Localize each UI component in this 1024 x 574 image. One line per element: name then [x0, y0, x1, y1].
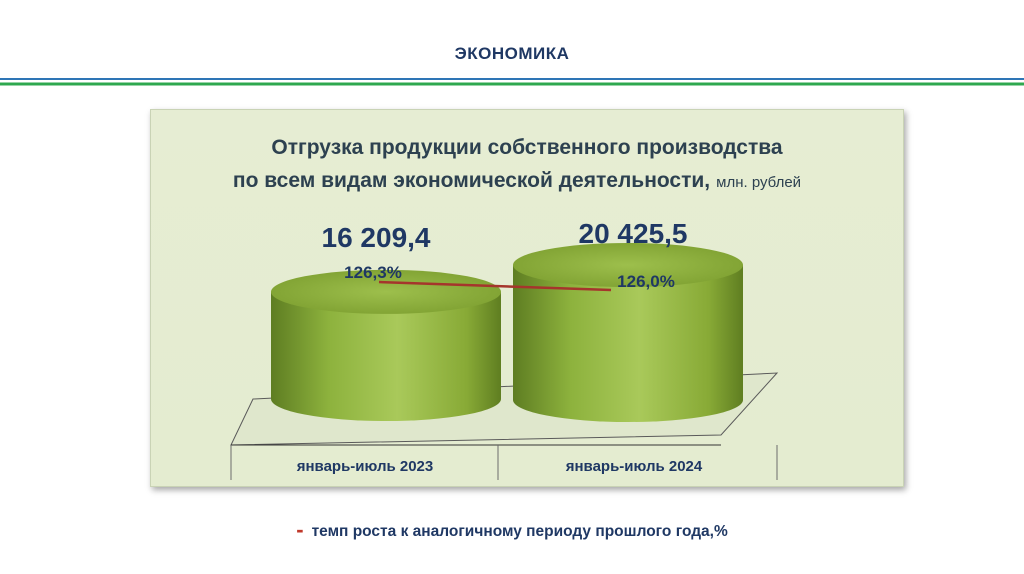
bar-top-2024 [513, 243, 743, 287]
growth-label-2023: 126,3% [344, 263, 402, 282]
chart-title-line2-text: по всем видам экономической деятельности… [233, 169, 710, 192]
value-label-2024: 20 425,5 [579, 218, 688, 249]
chart-unit-label: млн. рублей [716, 174, 801, 191]
bar-2023 [271, 291, 501, 421]
chart-panel: Отгрузка продукции собственного производ… [150, 109, 904, 487]
bar-2024 [513, 265, 743, 422]
chart-title-line2: по всем видам экономической деятельности… [233, 169, 801, 192]
header-divider [0, 78, 1024, 86]
category-label-2024: январь-июль 2024 [566, 458, 703, 475]
chart-svg: Отгрузка продукции собственного производ… [230, 136, 801, 480]
bar-top-2023 [271, 269, 501, 314]
category-label-2023: январь-июль 2023 [297, 458, 434, 475]
value-label-2023: 16 209,4 [322, 222, 431, 253]
legend: - темп роста к аналогичному периоду прошл… [0, 517, 1024, 543]
chart-title-line1: Отгрузка продукции собственного производ… [271, 136, 783, 159]
legend-line-marker: - [296, 517, 304, 542]
section-title: ЭКОНОМИКА [454, 44, 570, 63]
bars-group [271, 243, 743, 422]
growth-label-2024: 126,0% [617, 272, 675, 291]
legend-text: темп роста к аналогичному периоду прошло… [311, 523, 728, 540]
growth-rate-line [378, 280, 612, 292]
